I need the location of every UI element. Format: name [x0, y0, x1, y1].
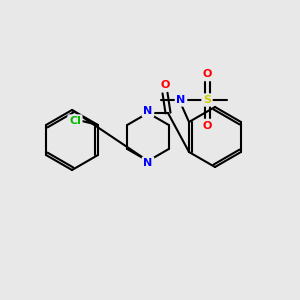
Text: O: O	[160, 80, 170, 90]
Text: N: N	[143, 106, 153, 116]
Text: O: O	[202, 121, 212, 131]
Text: Cl: Cl	[69, 116, 81, 126]
Text: N: N	[176, 95, 186, 105]
Text: S: S	[203, 95, 211, 105]
Text: N: N	[143, 158, 153, 168]
Text: O: O	[202, 69, 212, 79]
